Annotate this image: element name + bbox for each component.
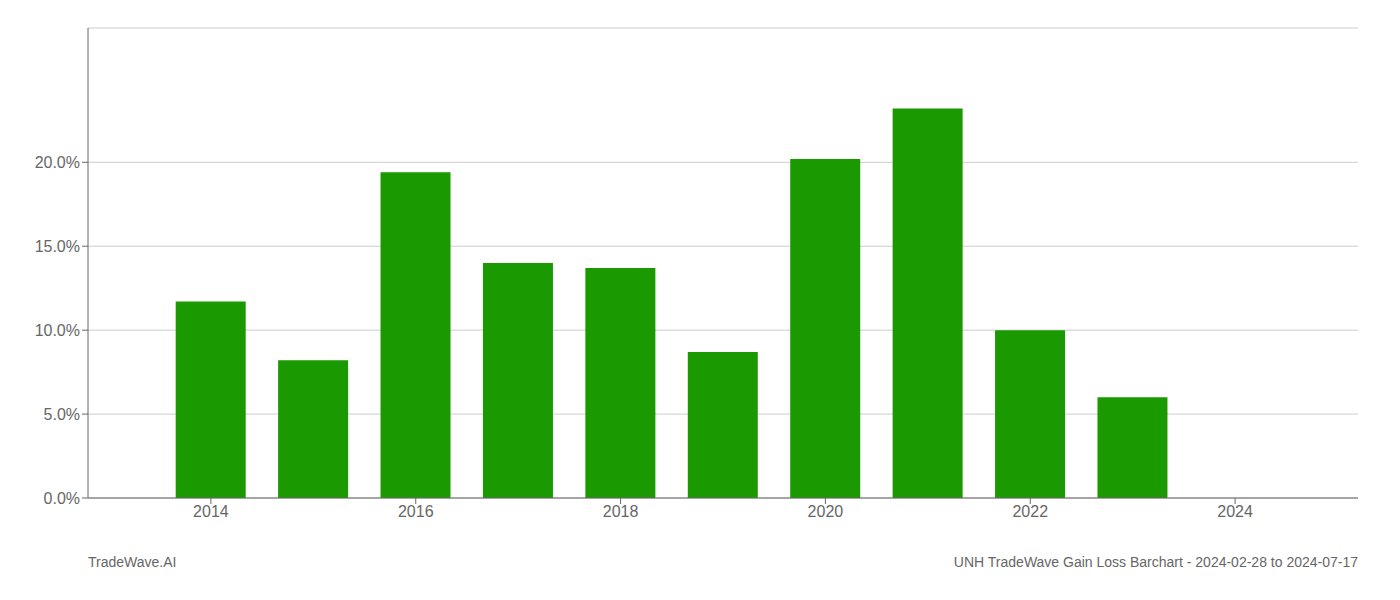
svg-text:15.0%: 15.0% <box>35 238 80 255</box>
svg-text:10.0%: 10.0% <box>35 322 80 339</box>
svg-text:2022: 2022 <box>1012 503 1048 520</box>
html-text:UNH TradeWave Gain Loss Barcha: UNH TradeWave Gain Loss Barchart - 2024-… <box>953 554 1358 570</box>
svg-text:2014: 2014 <box>193 503 229 520</box>
html-text:TradeWave.AI: TradeWave.AI <box>88 554 177 570</box>
svg-text:2018: 2018 <box>603 503 639 520</box>
svg-text:2020: 2020 <box>808 503 844 520</box>
svg-text:5.0%: 5.0% <box>44 406 80 423</box>
svg-text:2016: 2016 <box>398 503 434 520</box>
svg-text:20.0%: 20.0% <box>35 154 80 171</box>
svg-text:2024: 2024 <box>1217 503 1253 520</box>
svg-text:0.0%: 0.0% <box>44 490 80 507</box>
